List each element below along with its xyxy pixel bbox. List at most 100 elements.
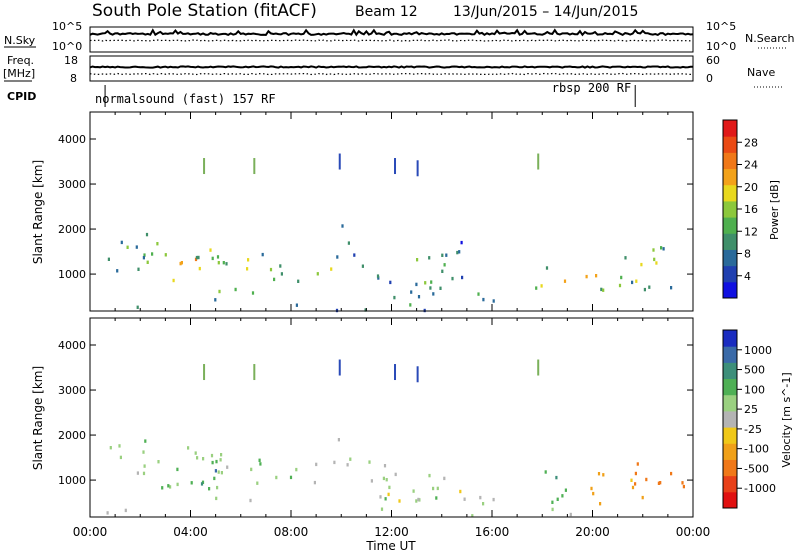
data-cell — [156, 242, 159, 246]
data-cell — [545, 266, 549, 270]
data-cell — [169, 485, 172, 489]
power-ylabel: Slant Range [km] — [31, 160, 45, 264]
data-cell — [346, 463, 349, 467]
x-tick-labels: 00:00 04:00 08:00 12:00 16:00 20:00 00:00 — [73, 525, 711, 539]
data-cell — [203, 158, 206, 175]
cpid-mode-0: normalsound (fast) 157 RF — [95, 92, 276, 106]
data-cell — [146, 260, 149, 264]
data-cell — [435, 496, 438, 500]
data-cell — [443, 263, 446, 267]
nsky-trace — [89, 28, 694, 37]
x-tick-label: 20:00 — [575, 525, 610, 539]
nave-trace — [89, 72, 693, 76]
colorbar-segment — [723, 200, 737, 218]
data-cell — [482, 297, 485, 302]
x-tick-label: 12:00 — [374, 525, 409, 539]
data-cell — [256, 481, 259, 485]
data-cell — [143, 253, 146, 257]
data-cell — [279, 264, 282, 268]
data-cell — [234, 287, 237, 292]
data-cell — [569, 512, 572, 517]
colorbar-segment — [723, 120, 737, 137]
data-cell — [631, 485, 635, 490]
data-cell — [208, 487, 211, 491]
data-cell — [643, 287, 646, 292]
data-cell — [249, 498, 252, 503]
data-cell — [384, 497, 387, 501]
data-cell — [151, 252, 154, 256]
data-cell — [600, 287, 603, 292]
data-cell — [670, 471, 673, 476]
data-cell — [385, 478, 388, 482]
data-cell — [215, 496, 218, 501]
colorbar-segment — [723, 378, 737, 396]
data-cell — [652, 248, 655, 252]
data-cell — [551, 507, 554, 512]
data-cell — [142, 471, 146, 476]
data-cell — [106, 511, 109, 515]
data-cell — [247, 258, 250, 262]
colorbar-segment — [723, 265, 737, 283]
data-cell — [258, 458, 261, 462]
data-cell — [653, 257, 656, 262]
data-cell — [253, 364, 256, 381]
noise-tick-lo-right: 10^0 — [706, 40, 736, 53]
beam-label: Beam 12 — [355, 4, 418, 20]
data-cell — [561, 494, 564, 498]
data-cell — [211, 460, 214, 465]
nsky-label: N.Sky — [4, 34, 36, 47]
data-cell — [164, 253, 167, 257]
data-cell — [119, 455, 122, 460]
chart-title: South Pole Station (fitACF) — [92, 1, 317, 21]
data-cell — [347, 241, 350, 245]
data-cell — [645, 477, 648, 482]
data-cell — [389, 280, 392, 285]
colorbar-tick-label: 20 — [744, 181, 758, 194]
colorbar-segment — [723, 330, 737, 347]
colorbar-tick-label: 25 — [744, 403, 758, 416]
colorbar-segment — [723, 249, 737, 267]
date-range: 13/Jun/2015 – 14/Jun/2015 — [453, 4, 638, 20]
data-cell — [595, 274, 598, 278]
data-cell — [415, 499, 418, 503]
data-cell — [216, 485, 219, 490]
data-cell — [415, 282, 418, 287]
colorbar-segment — [723, 152, 737, 170]
data-cell — [620, 275, 623, 280]
data-cell — [180, 261, 183, 265]
data-cell — [417, 295, 421, 299]
data-cell — [551, 500, 554, 504]
data-cell — [214, 298, 217, 302]
y-tick-label: 2000 — [58, 223, 86, 236]
data-cell — [222, 261, 225, 265]
colorbar-tick-label: -25 — [744, 423, 762, 436]
data-cell — [225, 262, 228, 266]
data-cell — [176, 467, 179, 472]
data-cell — [295, 303, 298, 307]
data-cell — [246, 267, 249, 271]
colorbar-tick-label: 28 — [744, 136, 758, 149]
data-cell — [333, 460, 336, 465]
data-cell — [655, 261, 658, 265]
data-cell — [379, 495, 382, 499]
colorbar-tick-label: 8 — [744, 248, 751, 261]
data-cell — [211, 256, 214, 261]
data-cell — [220, 471, 223, 475]
data-cell — [280, 272, 283, 276]
data-cell — [492, 497, 495, 502]
data-cell — [275, 475, 278, 480]
colorbar-tick-label: 12 — [744, 225, 758, 238]
data-cell — [210, 453, 214, 458]
noise-tick-hi-left: 10^5 — [52, 20, 82, 33]
data-cell — [429, 286, 432, 290]
data-cell — [338, 359, 341, 376]
freq-panel: Freq. [MHz] 18 8 60 0 Nave — [3, 54, 782, 88]
data-cell — [393, 295, 396, 300]
data-cell — [197, 255, 200, 260]
data-cell — [353, 253, 356, 257]
data-cell — [662, 247, 665, 251]
colorbar-tick-label: 500 — [744, 364, 765, 377]
data-cell — [394, 158, 397, 175]
data-cell — [445, 253, 448, 257]
data-cell — [641, 495, 644, 500]
